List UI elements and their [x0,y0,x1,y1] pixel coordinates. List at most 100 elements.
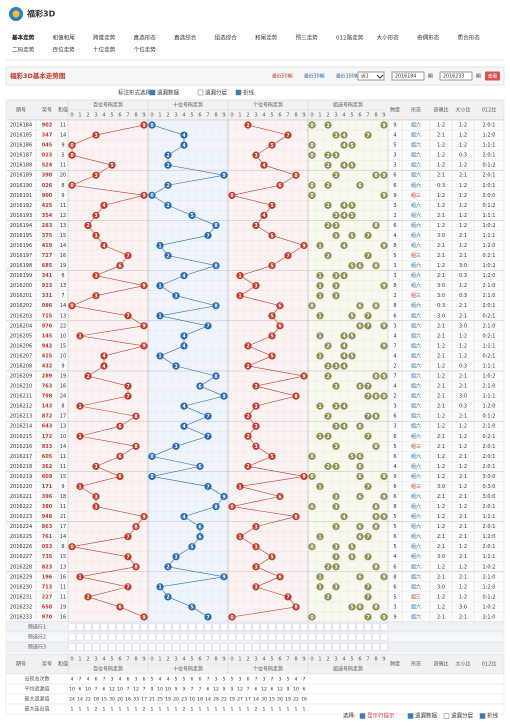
preselect-cell[interactable] [164,633,172,641]
preselect-cell[interactable] [332,643,340,651]
preselect-cell[interactable] [380,623,388,631]
preselect-cell[interactable] [172,633,180,641]
preselect-cell[interactable] [228,623,236,631]
preselect-cell[interactable] [348,643,356,651]
preselect-cell[interactable] [308,633,316,641]
preselect-cell[interactable] [204,623,212,631]
preselect-cell[interactable] [212,623,220,631]
preselect-cell[interactable] [148,633,156,641]
preselect-cell[interactable] [300,623,308,631]
preselect-cell[interactable] [188,633,196,641]
preselect-cell[interactable] [260,623,268,631]
preselect-cell[interactable] [340,623,348,631]
preselect-cell[interactable] [244,633,252,641]
preselect-cell[interactable] [364,643,372,651]
nav-link[interactable]: 和值和尾 [53,34,76,42]
preselect-cell[interactable] [100,643,108,651]
nav-link[interactable]: 基本走势 [11,34,35,42]
preselect-cell[interactable] [268,633,276,641]
preselect-cell[interactable] [236,623,244,631]
preselect-cell[interactable] [132,643,140,651]
preselect-cell[interactable] [124,623,132,631]
nav-link[interactable]: 二码走势 [12,46,35,54]
to-input[interactable] [439,71,473,81]
preselect-cell[interactable] [188,643,196,651]
preselect-cell[interactable] [92,643,100,651]
recent-link[interactable]: 最近100期 [336,73,360,80]
nav-link[interactable]: 和尾走势 [255,34,278,42]
preselect-cell[interactable] [220,623,228,631]
preselect-cell[interactable] [140,633,148,641]
preselect-cell[interactable] [108,633,116,641]
preselect-cell[interactable] [124,633,132,641]
preselect-cell[interactable] [268,623,276,631]
preselect-cell[interactable] [212,643,220,651]
preselect-cell[interactable] [340,633,348,641]
preselect-cell[interactable] [172,623,180,631]
preselect-cell[interactable] [316,633,324,641]
preselect-cell[interactable] [172,643,180,651]
preselect-cell[interactable] [116,643,124,651]
preselect-cell[interactable] [276,633,284,641]
recent-link[interactable]: 最近30期 [304,73,325,80]
preselect-cell[interactable] [244,623,252,631]
preselect-cell[interactable] [372,633,380,641]
preselect-cell[interactable] [308,623,316,631]
preselect-cell[interactable] [300,643,308,651]
from-input[interactable] [391,71,425,81]
preselect-cell[interactable] [116,633,124,641]
view-button[interactable] [485,71,500,81]
preselect-cell[interactable] [116,623,124,631]
preselect-cell[interactable] [196,623,204,631]
preselect-cell[interactable] [356,643,364,651]
nav-link[interactable]: 组选综合 [215,34,238,42]
preselect-cell[interactable] [236,643,244,651]
preselect-cell[interactable] [76,633,84,641]
preselect-cell[interactable] [324,623,332,631]
preselect-cell[interactable] [252,643,260,651]
preselect-cell[interactable] [316,623,324,631]
nav-link[interactable]: 012路走势 [336,34,364,42]
preselect-cell[interactable] [132,633,140,641]
preselect-cell[interactable] [204,643,212,651]
preselect-cell[interactable] [300,633,308,641]
preselect-cell[interactable] [268,643,276,651]
nav-link[interactable]: 奇偶形态 [417,34,440,42]
preselect-cell[interactable] [380,633,388,641]
preselect-cell[interactable] [148,643,156,651]
preselect-cell[interactable] [348,623,356,631]
preselect-cell[interactable] [188,623,196,631]
preselect-cell[interactable] [332,623,340,631]
preselect-cell[interactable] [276,643,284,651]
preselect-cell[interactable] [84,633,92,641]
preselect-cell[interactable] [244,643,252,651]
preselect-cell[interactable] [100,633,108,641]
preselect-cell[interactable] [156,623,164,631]
preselect-cell[interactable] [372,623,380,631]
preselect-cell[interactable] [76,643,84,651]
nav-link[interactable]: 直选综合 [174,34,197,42]
preselect-cell[interactable] [228,633,236,641]
recent-link[interactable]: 最近50期 [272,73,293,80]
preselect-cell[interactable] [292,633,300,641]
preselect-cell[interactable] [180,623,188,631]
nav-link[interactable]: 个位走势 [134,46,157,54]
preselect-cell[interactable] [84,643,92,651]
range-select[interactable] [357,71,385,81]
nav-link[interactable]: 十位走势 [93,46,116,54]
preselect-cell[interactable] [76,623,84,631]
preselect-cell[interactable] [220,643,228,651]
preselect-cell[interactable] [180,633,188,641]
preselect-cell[interactable] [148,623,156,631]
preselect-cell[interactable] [364,623,372,631]
preselect-cell[interactable] [204,633,212,641]
preselect-cell[interactable] [68,643,76,651]
preselect-cell[interactable] [140,643,148,651]
preselect-cell[interactable] [332,633,340,641]
preselect-cell[interactable] [276,623,284,631]
preselect-cell[interactable] [284,643,292,651]
preselect-cell[interactable] [372,643,380,651]
preselect-cell[interactable] [196,633,204,641]
preselect-cell[interactable] [228,643,236,651]
preselect-cell[interactable] [364,633,372,641]
